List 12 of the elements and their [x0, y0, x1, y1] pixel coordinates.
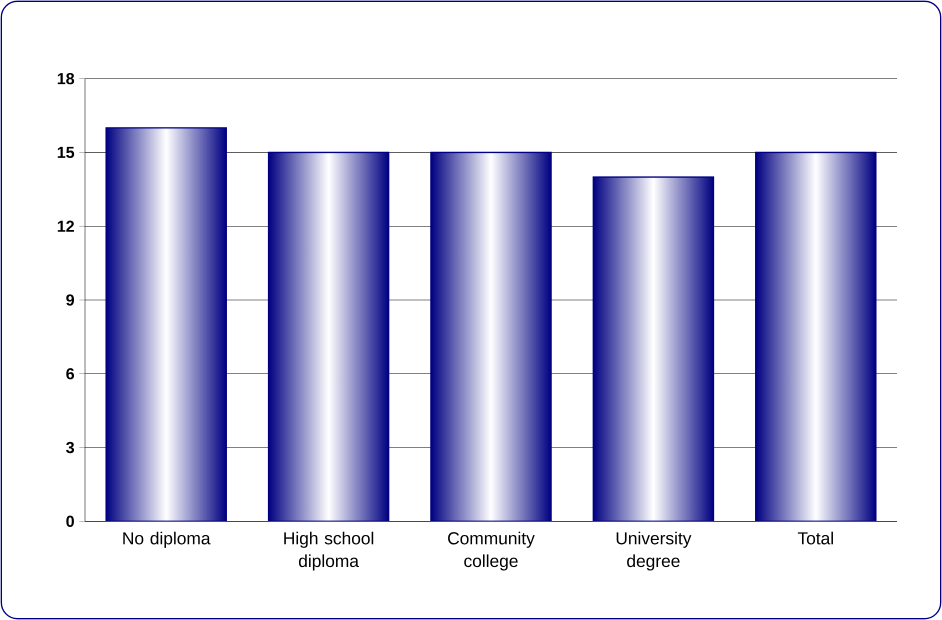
- y-tick-label: 18: [58, 72, 74, 84]
- y-tick-label: 6: [66, 368, 74, 380]
- y-tick-label: 3: [66, 442, 74, 454]
- x-tick-label: Total: [798, 532, 833, 544]
- y-tick-label: 9: [66, 294, 74, 306]
- x-tick-label: Community college: [448, 532, 535, 571]
- x-tick-label: University degree: [616, 532, 692, 571]
- x-tick-label: No diploma: [123, 532, 210, 548]
- y-tick-label: 15: [58, 146, 74, 158]
- y-tick-label: 0: [66, 516, 74, 527]
- y-tick-label: 12: [58, 220, 74, 232]
- x-tick-label: High school diploma: [284, 532, 374, 571]
